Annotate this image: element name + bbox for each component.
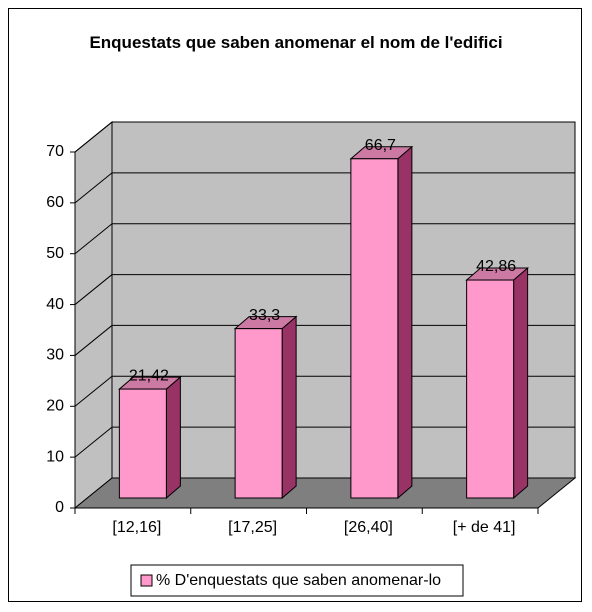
grid-line bbox=[74, 375, 113, 407]
grid-line bbox=[74, 274, 113, 305]
data-label: 42,86 bbox=[476, 258, 516, 275]
bar-side bbox=[513, 266, 529, 500]
bar bbox=[234, 328, 283, 499]
chart-frame bbox=[8, 8, 582, 602]
bar-side bbox=[165, 375, 181, 500]
grid-line bbox=[74, 426, 113, 458]
x-tick-label: [17,25] bbox=[228, 519, 277, 536]
y-tick-label: 0 bbox=[55, 499, 64, 516]
side-wall bbox=[74, 120, 113, 510]
legend bbox=[130, 564, 464, 597]
y-tick-label: 70 bbox=[46, 143, 64, 160]
grid-line bbox=[74, 325, 113, 356]
x-tick-label: [+ de 41] bbox=[453, 519, 516, 536]
bar-side bbox=[397, 145, 413, 500]
x-tick-label: [12,16] bbox=[112, 519, 161, 536]
y-tick-label: 50 bbox=[46, 245, 64, 262]
y-tick-label: 10 bbox=[46, 448, 64, 465]
legend-label: % D'enquestats que saben anomenar-lo bbox=[156, 572, 441, 589]
grid-line bbox=[74, 223, 113, 255]
y-tick-label: 60 bbox=[46, 194, 64, 211]
legend-swatch bbox=[140, 574, 153, 587]
x-tick-label: [26,40] bbox=[344, 519, 393, 536]
grid-line bbox=[74, 172, 113, 204]
grid-line bbox=[74, 121, 113, 153]
data-label: 33,3 bbox=[249, 307, 280, 324]
data-label: 66,7 bbox=[365, 137, 396, 154]
bar bbox=[350, 158, 399, 499]
y-tick-label: 30 bbox=[46, 347, 64, 364]
y-tick-label: 20 bbox=[46, 398, 64, 415]
bar bbox=[466, 279, 515, 499]
bar-side bbox=[281, 315, 297, 500]
data-label: 21,42 bbox=[129, 367, 169, 384]
bar bbox=[118, 388, 167, 499]
chart-title: Enquestats que saben anomenar el nom de … bbox=[89, 33, 503, 52]
y-tick-label: 40 bbox=[46, 296, 64, 313]
